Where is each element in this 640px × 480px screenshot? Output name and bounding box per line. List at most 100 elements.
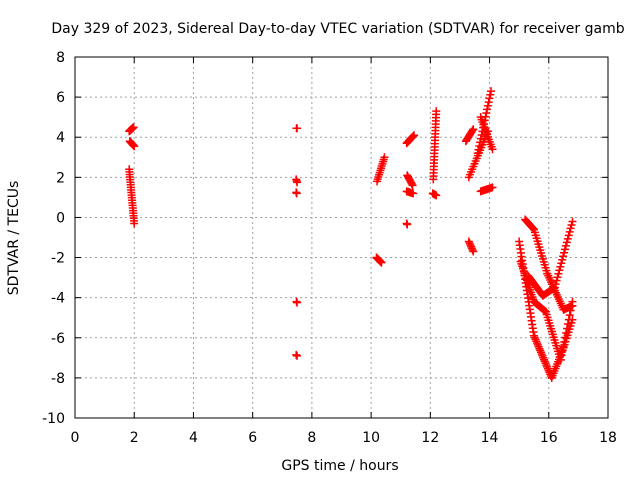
data-point bbox=[563, 320, 572, 329]
y-tick-label: -10 bbox=[42, 411, 65, 427]
data-point bbox=[536, 348, 545, 357]
y-tick-label: -6 bbox=[51, 331, 65, 347]
x-tick-label: 10 bbox=[362, 430, 380, 446]
y-tick-label: 4 bbox=[56, 130, 65, 146]
data-point bbox=[555, 266, 564, 275]
data-points bbox=[125, 87, 577, 382]
data-point bbox=[556, 262, 565, 271]
x-tick-label: 2 bbox=[130, 430, 139, 446]
x-tick-label: 6 bbox=[248, 430, 257, 446]
data-point bbox=[539, 306, 548, 315]
data-point bbox=[487, 87, 496, 96]
data-point bbox=[553, 273, 562, 282]
plot-frame bbox=[74, 56, 609, 419]
x-tick-label: 0 bbox=[71, 430, 80, 446]
data-point bbox=[565, 311, 574, 320]
y-tick-label: 2 bbox=[56, 170, 65, 186]
data-point bbox=[560, 248, 569, 257]
data-point bbox=[409, 132, 418, 141]
data-point bbox=[564, 315, 573, 324]
y-tick-label: -4 bbox=[51, 291, 65, 307]
data-point bbox=[533, 339, 542, 348]
data-point bbox=[568, 301, 577, 310]
data-point bbox=[561, 241, 570, 250]
data-point bbox=[432, 191, 441, 200]
x-tick-label: 12 bbox=[421, 430, 439, 446]
data-point bbox=[129, 123, 138, 132]
data-point bbox=[380, 153, 389, 162]
data-point bbox=[562, 328, 571, 337]
data-point bbox=[408, 132, 417, 141]
data-point bbox=[560, 245, 569, 254]
data-point bbox=[407, 179, 416, 188]
x-tick-label: 4 bbox=[189, 430, 198, 446]
data-point bbox=[558, 255, 567, 264]
data-point bbox=[293, 124, 302, 133]
data-point bbox=[559, 252, 568, 261]
data-point bbox=[543, 362, 552, 371]
data-point bbox=[130, 142, 139, 151]
data-point bbox=[468, 126, 477, 135]
data-point bbox=[293, 351, 302, 360]
y-axis-label: SDTVAR / TECUs bbox=[6, 181, 22, 296]
data-point bbox=[537, 350, 546, 359]
grid-lines bbox=[75, 57, 608, 418]
data-point bbox=[476, 138, 485, 147]
data-point bbox=[293, 178, 302, 187]
data-point bbox=[562, 238, 571, 247]
data-point bbox=[564, 231, 573, 240]
data-point bbox=[549, 284, 558, 293]
data-point bbox=[529, 331, 538, 340]
y-tick-label: -2 bbox=[51, 251, 65, 267]
data-point bbox=[377, 258, 386, 267]
data-point bbox=[559, 342, 568, 351]
data-point bbox=[292, 350, 301, 359]
data-point bbox=[484, 98, 493, 107]
x-axis-label: GPS time / hours bbox=[281, 458, 398, 474]
x-tick-label: 8 bbox=[307, 430, 316, 446]
data-point bbox=[539, 353, 548, 362]
data-point bbox=[533, 340, 542, 349]
data-point bbox=[476, 134, 485, 143]
data-point bbox=[563, 324, 571, 333]
data-point bbox=[563, 234, 572, 243]
data-point bbox=[531, 335, 540, 344]
data-point bbox=[292, 189, 301, 198]
data-point bbox=[528, 224, 537, 233]
x-tick-labels: 0 2 4 6 8 10 12 14 16 18 bbox=[71, 430, 617, 446]
data-point bbox=[410, 131, 419, 140]
data-point bbox=[473, 149, 482, 158]
data-point bbox=[557, 351, 566, 360]
data-point bbox=[409, 189, 418, 198]
data-point bbox=[475, 141, 484, 150]
data-point bbox=[552, 276, 561, 285]
data-point bbox=[566, 224, 575, 233]
data-point bbox=[469, 125, 478, 134]
data-point bbox=[483, 101, 492, 110]
data-point bbox=[534, 342, 543, 351]
data-point bbox=[568, 217, 577, 226]
data-point bbox=[536, 346, 545, 355]
data-point bbox=[486, 90, 495, 99]
data-point bbox=[543, 364, 552, 373]
data-point bbox=[561, 333, 570, 342]
data-point bbox=[482, 109, 491, 118]
data-point bbox=[565, 227, 574, 236]
data-point bbox=[560, 337, 569, 346]
data-point bbox=[130, 219, 139, 228]
data-point bbox=[541, 359, 550, 368]
data-point bbox=[483, 105, 492, 114]
y-tick-label: -8 bbox=[51, 371, 65, 387]
data-point bbox=[474, 145, 483, 154]
data-point bbox=[530, 333, 539, 342]
x-tick-label: 18 bbox=[599, 430, 617, 446]
data-point bbox=[540, 357, 549, 366]
data-point bbox=[557, 259, 566, 268]
x-tick-label: 16 bbox=[540, 430, 558, 446]
data-point bbox=[532, 337, 541, 346]
data-point bbox=[293, 298, 302, 307]
data-point bbox=[488, 145, 497, 154]
data-point bbox=[432, 107, 441, 116]
data-point bbox=[567, 220, 576, 229]
